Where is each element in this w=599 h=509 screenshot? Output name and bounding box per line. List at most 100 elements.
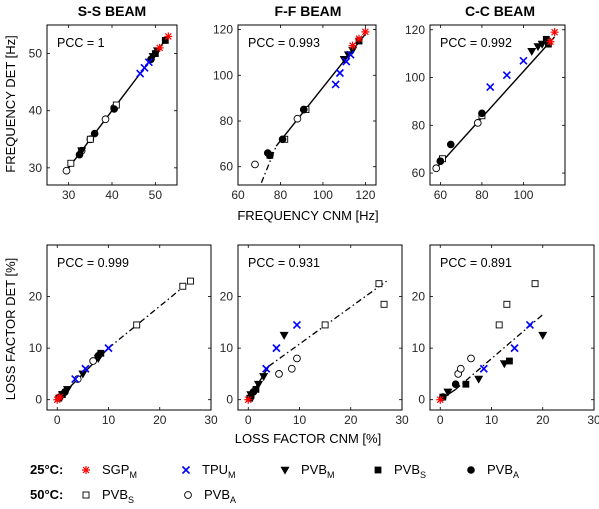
legend-entry-25c-0: SGPM <box>82 462 137 480</box>
data-point-circle-open <box>456 364 465 373</box>
y-tick-label: 0 <box>226 393 233 407</box>
row2-ylabel: LOSS FACTOR DET [%] <box>3 258 18 401</box>
y-tick-label: 120 <box>405 23 425 37</box>
y-tick-label: 20 <box>220 290 234 304</box>
x-tick-label: 80 <box>475 188 489 202</box>
chart-panel-2: 60 80 100 120 60 80 100 120 PCC = 0.993 <box>213 23 377 202</box>
y-tick-label: 0 <box>35 393 42 407</box>
data-point-cross <box>140 63 149 72</box>
fit-line-dashdot <box>260 145 277 183</box>
legend-marker-triangle-down <box>280 466 290 475</box>
data-point-square-open <box>375 280 383 288</box>
legend-label-subscript: A <box>230 495 236 505</box>
data-point-circle-open <box>467 354 475 363</box>
y-tick-label: 60 <box>412 166 426 180</box>
y-tick-label: 80 <box>220 114 234 128</box>
x-tick-label: 10 <box>102 413 116 427</box>
legend-label: PVBM <box>301 462 335 480</box>
y-tick-label: 30 <box>29 161 43 175</box>
x-tick-label: 30 <box>62 188 76 202</box>
x-tick-label: 30 <box>395 413 409 427</box>
data-point-triangle-down <box>62 386 73 394</box>
data-point-circle-open <box>62 166 71 175</box>
y-tick-label: 50 <box>29 47 43 61</box>
pcc-annotation: PCC = 0.993 <box>248 36 320 50</box>
y-tick-label: 20 <box>29 290 43 304</box>
data-point-cross <box>292 320 302 329</box>
data-point-asterisk <box>436 395 445 404</box>
data-point-circle-open <box>293 354 301 363</box>
data-point-circle-open <box>287 364 296 373</box>
legend-entry-25c-1: TPUM <box>181 462 236 480</box>
y-tick-label: 0 <box>418 393 425 407</box>
column-title-ff: F-F BEAM <box>275 3 342 19</box>
column-title-cc: C-C BEAM <box>465 3 535 19</box>
y-tick-label: 10 <box>220 341 234 355</box>
data-point-circle-open <box>89 357 97 365</box>
pcc-annotation: PCC = 1 <box>57 36 105 50</box>
x-tick-label: 50 <box>149 188 163 202</box>
legend-label: PVBA <box>204 487 236 505</box>
data-point-asterisk <box>361 27 370 36</box>
y-tick-label: 40 <box>29 104 43 118</box>
data-point-cross <box>342 57 351 66</box>
data-point-square-open <box>187 277 194 285</box>
y-tick-label: 60 <box>220 160 234 174</box>
data-point-square-open <box>503 300 511 308</box>
legend-label: PVBA <box>487 462 519 480</box>
legend-label: PVBS <box>394 462 426 480</box>
x-tick-label: 0 <box>437 413 444 427</box>
legend-entry-25c-3: PVBS <box>374 462 426 480</box>
data-point-asterisk <box>55 393 64 402</box>
data-point-square-filled <box>161 37 169 44</box>
data-point-square-open <box>380 300 388 308</box>
chart-panel-4: 0 10 20 30 0 10 20 PCC = 0.999 <box>29 244 218 427</box>
data-point-asterisk <box>244 395 253 404</box>
x-tick-label: 20 <box>153 413 167 427</box>
legend-label: SGPM <box>102 462 137 480</box>
x-tick-label: 0 <box>54 413 61 427</box>
y-tick-label: 120 <box>213 23 233 37</box>
data-point-cross <box>510 344 519 353</box>
legend-entry-25c-2: PVBM <box>280 462 335 480</box>
data-point-square-filled <box>506 357 513 365</box>
plot-frame <box>237 244 403 411</box>
legend-marker-square-filled <box>374 466 382 474</box>
data-point-circle-filled <box>300 105 308 114</box>
data-point-square-open <box>531 280 539 288</box>
data-point-square-open <box>133 321 141 329</box>
chart-panel-3: 60 80 100 60 80 100 120 PCC = 0.992 <box>405 23 566 202</box>
x-tick-label: 40 <box>105 188 119 202</box>
data-point-square-filled <box>97 349 105 357</box>
data-point-circle-filled <box>278 135 287 144</box>
x-tick-label: 60 <box>231 188 245 202</box>
legend-marker-cross <box>181 465 191 475</box>
legend-entry-50c-0: PVBS <box>82 487 134 505</box>
x-tick-label: 30 <box>204 413 218 427</box>
legend-marker-circle-open <box>184 491 192 499</box>
data-point-square-filled <box>252 385 260 393</box>
data-point-circle-filled <box>90 129 99 138</box>
data-point-cross <box>486 83 495 92</box>
legend-label-50c: 50°C: <box>30 487 63 502</box>
row2-xlabel: LOSS FACTOR CNM [%] <box>235 431 381 446</box>
legend-label: PVBS <box>102 487 134 505</box>
data-point-circle-open <box>293 114 302 123</box>
data-point-circle-open <box>251 160 259 169</box>
data-point-circle-filled <box>478 109 486 118</box>
x-tick-label: 30 <box>587 413 599 427</box>
data-point-cross <box>144 58 153 67</box>
data-point-cross <box>479 364 488 373</box>
data-point-square-filled <box>151 50 159 57</box>
data-point-triangle-down <box>538 331 548 340</box>
data-point-square-open <box>495 321 503 329</box>
data-point-square-filled <box>266 151 274 159</box>
data-point-cross <box>136 69 145 78</box>
x-tick-label: 10 <box>485 413 499 427</box>
data-point-triangle-down <box>537 40 547 49</box>
pcc-annotation: PCC = 0.992 <box>440 36 512 50</box>
x-tick-label: 0 <box>245 413 252 427</box>
data-point-triangle-down <box>253 380 264 389</box>
legend-marker-circle-filled <box>467 466 475 474</box>
data-point-asterisk <box>164 32 173 41</box>
